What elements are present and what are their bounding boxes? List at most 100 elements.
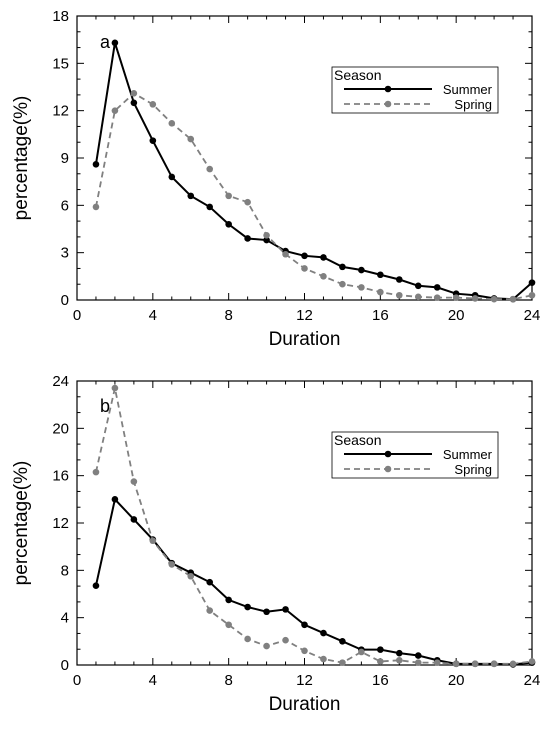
y-tick-label: 16	[52, 468, 69, 485]
x-tick-label: 4	[149, 307, 157, 324]
data-point-summer	[528, 279, 536, 286]
data-point-summer	[301, 621, 308, 629]
data-point-spring	[490, 295, 498, 303]
y-tick-label: 15	[52, 55, 69, 72]
data-point-summer	[206, 203, 214, 211]
data-point-spring	[206, 607, 214, 614]
legend-title: Season	[334, 432, 381, 448]
x-tick-label: 24	[524, 307, 541, 324]
data-point-spring	[433, 294, 441, 301]
y-axis-label: percentage(%)	[11, 96, 32, 221]
series-summer	[92, 496, 536, 668]
x-tick-label: 24	[524, 672, 541, 689]
data-point-spring	[395, 656, 403, 664]
chart-panel-b: 0 4 8 12 16 20 24 0 4 8 12 16 20 24 Duration percentage…	[11, 373, 540, 715]
data-point-summer	[263, 236, 270, 244]
data-point-summer	[414, 652, 422, 659]
x-tick-label: 12	[296, 672, 313, 689]
series-spring	[92, 90, 536, 303]
y-tick-label: 24	[52, 373, 69, 390]
y-tick-label: 20	[52, 420, 69, 437]
data-point-summer	[225, 220, 232, 228]
data-point-spring	[187, 572, 195, 580]
x-tick-label: 20	[448, 672, 465, 689]
data-point-spring	[528, 658, 536, 665]
data-point-summer	[377, 271, 384, 279]
data-point-spring	[225, 192, 232, 200]
x-axis-label: Duration	[269, 694, 341, 715]
data-point-spring	[395, 291, 403, 299]
y-tick-label: 12	[52, 103, 69, 120]
data-point-spring	[452, 294, 460, 301]
data-point-summer	[130, 99, 138, 107]
y-tick-label: 12	[52, 515, 69, 532]
data-point-spring	[225, 621, 232, 629]
data-point-summer	[111, 496, 119, 503]
data-point-summer	[282, 606, 289, 613]
data-point-spring	[206, 165, 214, 173]
legend-marker-spring	[384, 465, 392, 473]
y-tick-label: 8	[61, 562, 69, 579]
y-tick-label: 4	[61, 610, 69, 627]
data-point-summer	[263, 608, 270, 616]
data-point-spring	[149, 537, 157, 545]
data-point-spring	[282, 636, 289, 644]
y-tick-label: 0	[61, 292, 69, 309]
x-tick-label: 20	[448, 307, 465, 324]
y-tick-label: 6	[61, 197, 69, 214]
data-point-spring	[187, 135, 195, 143]
data-point-summer	[339, 263, 346, 271]
legend-entry-spring: Spring	[454, 462, 492, 477]
series-spring	[92, 384, 536, 668]
data-point-summer	[433, 284, 441, 291]
x-tick-label: 8	[224, 672, 232, 689]
legend-marker-spring	[384, 100, 392, 108]
data-point-spring	[301, 265, 308, 272]
x-tick-label: 4	[149, 672, 157, 689]
data-point-spring	[130, 478, 138, 485]
legend-title: Season	[334, 67, 381, 83]
data-point-summer	[187, 192, 195, 200]
data-point-spring	[509, 295, 517, 303]
data-point-summer	[92, 582, 100, 590]
data-point-spring	[244, 635, 251, 643]
panel-label: a	[100, 32, 111, 52]
data-point-spring	[471, 295, 479, 302]
y-tick-label: 0	[61, 657, 69, 674]
data-point-summer	[244, 603, 251, 611]
panel-label: b	[100, 396, 110, 416]
data-point-summer	[395, 276, 403, 283]
data-point-summer	[301, 252, 308, 260]
legend-marker-summer	[384, 450, 392, 458]
data-point-summer	[168, 173, 176, 181]
data-point-spring	[358, 648, 365, 656]
data-point-spring	[339, 659, 346, 666]
data-point-spring	[414, 659, 422, 666]
data-point-spring	[320, 273, 327, 280]
data-point-spring	[149, 101, 157, 108]
data-point-summer	[206, 578, 214, 586]
data-point-spring	[282, 250, 289, 258]
data-point-spring	[528, 291, 536, 299]
x-axis-label: Duration	[269, 329, 341, 350]
data-point-summer	[320, 254, 327, 261]
data-point-spring	[377, 658, 384, 665]
data-point-spring	[130, 90, 138, 97]
data-point-summer	[225, 596, 232, 604]
y-tick-label: 9	[61, 150, 69, 167]
series-line-spring	[95, 92, 533, 301]
data-point-spring	[452, 660, 460, 668]
x-tick-label: 16	[372, 307, 389, 324]
chart-panel-a: 0 4 8 12 16 20 24 0 3 6 9 12 15 18 Duration percentage(…	[11, 8, 540, 350]
data-point-spring	[509, 660, 517, 668]
data-point-spring	[111, 107, 119, 114]
data-point-spring	[92, 203, 100, 211]
x-tick-label: 8	[224, 307, 232, 324]
data-point-spring	[263, 232, 270, 239]
data-point-spring	[339, 280, 346, 288]
data-point-spring	[168, 119, 176, 127]
legend-entry-summer: Summer	[443, 82, 493, 97]
